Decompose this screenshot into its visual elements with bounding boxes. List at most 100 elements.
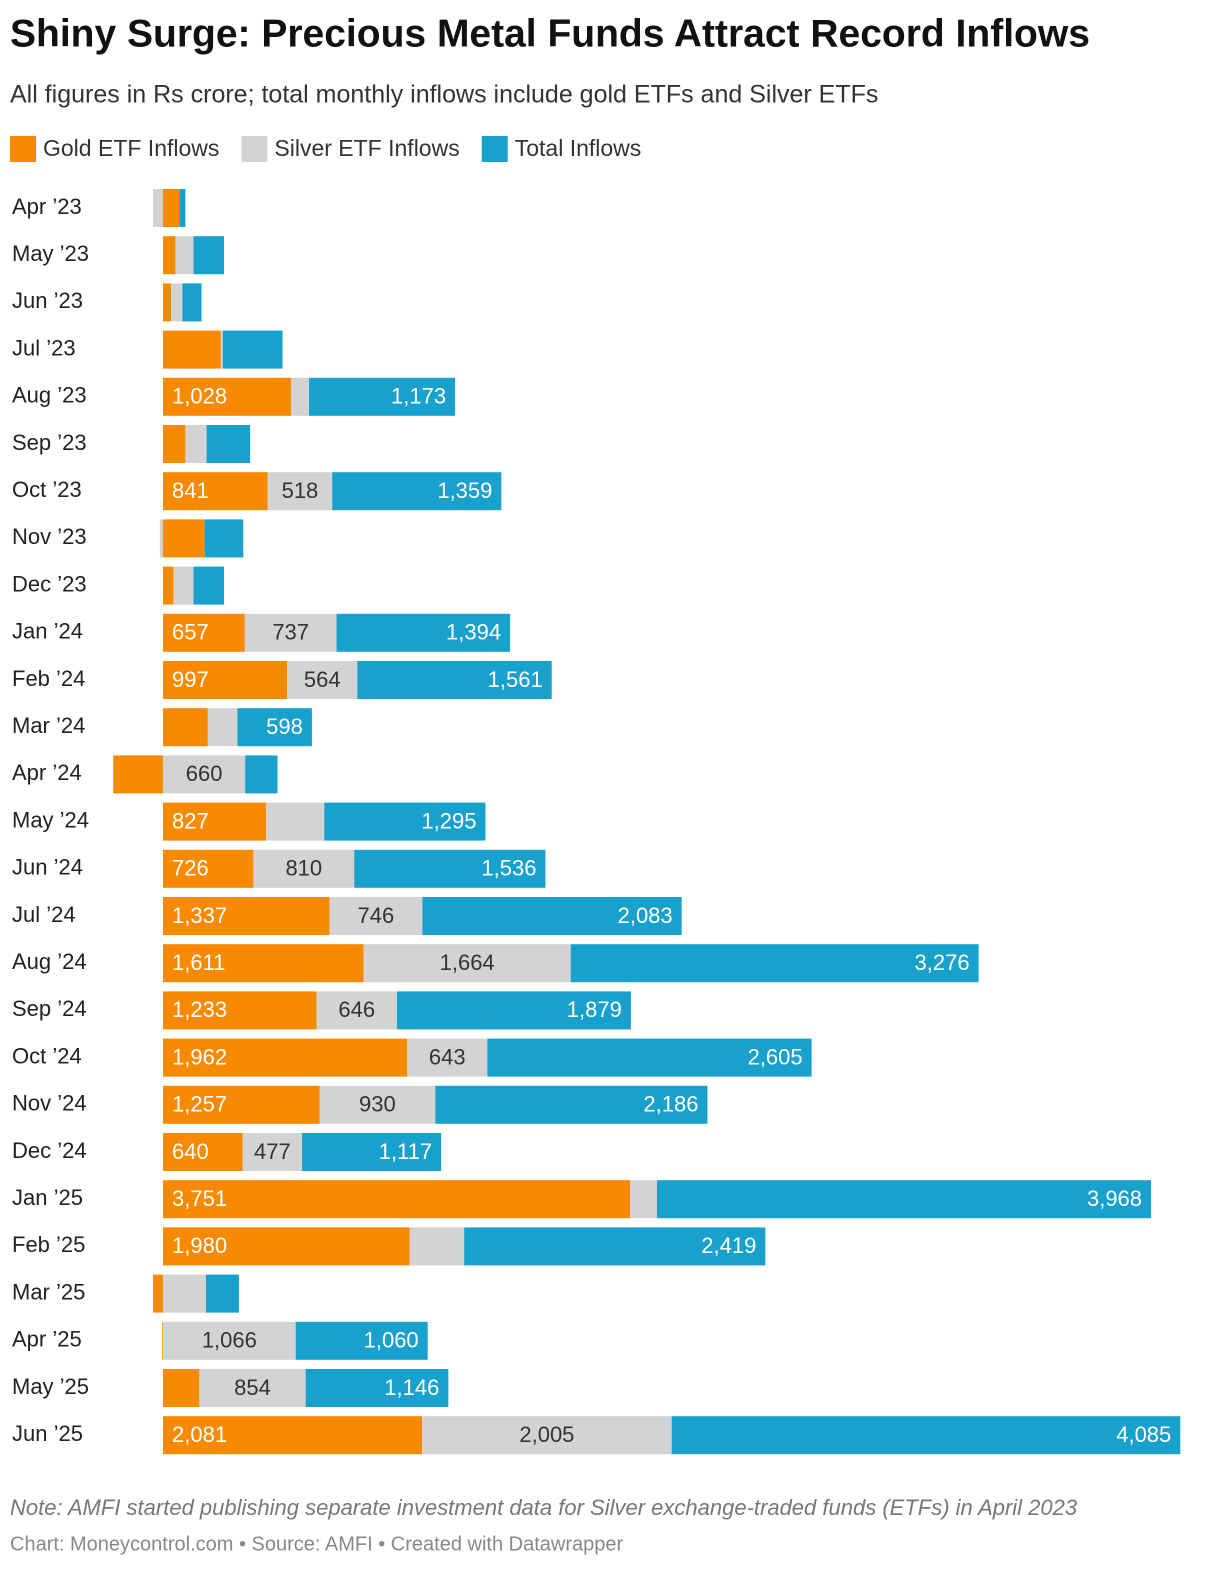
bar-segment — [290, 377, 310, 416]
bar-segment — [163, 1274, 206, 1313]
category-label: Feb ’24 — [12, 666, 85, 691]
bar-segment — [422, 897, 682, 935]
bar-segment — [163, 1321, 296, 1360]
bar-segment — [163, 849, 254, 888]
bar-segment — [162, 1321, 163, 1360]
value-label: 746 — [358, 903, 395, 928]
bar-segment — [242, 1133, 303, 1171]
bar-segment — [163, 1085, 320, 1124]
category-label: Jun ’24 — [12, 855, 83, 880]
category-label: Nov ’24 — [12, 1091, 87, 1116]
bar-segment — [163, 1180, 630, 1219]
category-label: Jul ’23 — [12, 335, 76, 360]
category-label: Jul ’24 — [12, 902, 76, 927]
bar-segment — [487, 1038, 812, 1077]
bar-segment — [163, 1369, 200, 1407]
value-label: 854 — [234, 1375, 271, 1400]
value-label: 4,085 — [1116, 1422, 1171, 1447]
value-label: 1,060 — [364, 1328, 419, 1353]
value-label: 841 — [172, 478, 209, 503]
bar-segment — [204, 519, 244, 558]
bar-segment — [163, 519, 205, 558]
bar-segment — [324, 802, 486, 841]
value-label: 3,276 — [915, 950, 970, 975]
value-label: 1,962 — [172, 1044, 227, 1069]
bar-segment — [305, 1369, 449, 1407]
bar-segment — [357, 661, 552, 699]
bar-segment — [329, 897, 423, 935]
category-label: Apr ’25 — [12, 1327, 82, 1352]
value-label: 1,359 — [437, 478, 492, 503]
bar-segment — [220, 330, 223, 369]
bar-segment — [185, 425, 207, 463]
bar-segment — [363, 944, 571, 983]
bar-segment — [153, 1274, 163, 1313]
bar-segment — [163, 425, 186, 463]
legend-swatch — [10, 136, 36, 162]
value-label: 1,117 — [379, 1139, 432, 1164]
bar-segment — [332, 472, 502, 511]
bar-segment — [163, 661, 288, 699]
value-label: 1,611 — [172, 950, 225, 975]
bar-segment — [245, 755, 278, 794]
value-label: 643 — [429, 1044, 466, 1069]
bar-segment — [657, 1180, 1152, 1219]
bar-segment — [163, 236, 176, 275]
category-label: Jun ’25 — [12, 1421, 83, 1446]
bar-segment — [163, 330, 221, 369]
bar-segment — [205, 1274, 239, 1313]
legend-label: Silver ETF Inflows — [274, 135, 459, 161]
bar-segment — [267, 472, 333, 511]
category-label: Jan ’25 — [12, 1185, 83, 1210]
bar-segment — [173, 566, 194, 605]
value-label: 598 — [266, 714, 303, 739]
bar-segment — [163, 1133, 243, 1171]
value-label: 2,419 — [701, 1233, 756, 1258]
category-label: Apr ’23 — [12, 194, 82, 219]
bar-segment — [163, 991, 317, 1030]
bar-segment — [206, 425, 251, 463]
bar-segment — [163, 377, 291, 416]
value-label: 997 — [172, 667, 209, 692]
bar-segment — [207, 708, 238, 747]
category-label: May ’25 — [12, 1374, 89, 1399]
value-label: 518 — [282, 478, 319, 503]
value-label: 1,337 — [172, 903, 227, 928]
category-label: Mar ’25 — [12, 1279, 85, 1304]
bar-segment — [163, 1227, 410, 1266]
value-label: 2,083 — [618, 903, 673, 928]
value-label: 2,081 — [172, 1422, 227, 1447]
value-label: 1,146 — [384, 1375, 439, 1400]
bar-segment — [171, 283, 183, 322]
value-label: 1,536 — [481, 856, 536, 881]
bar-segment — [302, 1133, 442, 1171]
value-label: 2,605 — [748, 1044, 803, 1069]
category-label: May ’23 — [12, 241, 89, 266]
legend-swatch — [241, 136, 268, 162]
legend-swatch — [481, 136, 508, 162]
bar-segment — [422, 1416, 672, 1455]
value-label: 3,968 — [1087, 1186, 1142, 1211]
bar-segment — [163, 897, 330, 935]
value-label: 930 — [359, 1092, 396, 1117]
bar-segment — [193, 566, 225, 605]
bar-segment — [179, 189, 186, 227]
value-label: 827 — [172, 808, 209, 833]
value-label: 1,664 — [440, 950, 495, 975]
value-label: 810 — [285, 856, 322, 881]
category-label: Apr ’24 — [12, 760, 82, 785]
category-label: May ’24 — [12, 807, 89, 832]
value-label: 640 — [172, 1139, 209, 1164]
bar-segment — [163, 755, 246, 794]
value-label: 1,980 — [172, 1233, 227, 1258]
value-label: 660 — [186, 761, 223, 786]
category-label: Oct ’23 — [12, 477, 82, 502]
value-label: 1,561 — [488, 667, 543, 692]
bar-segment — [287, 661, 358, 699]
bar-segment — [163, 283, 172, 322]
value-label: 1,028 — [172, 384, 227, 409]
bar-segment — [222, 330, 283, 369]
bar-segment — [182, 283, 202, 322]
bar-segment — [407, 1038, 488, 1077]
